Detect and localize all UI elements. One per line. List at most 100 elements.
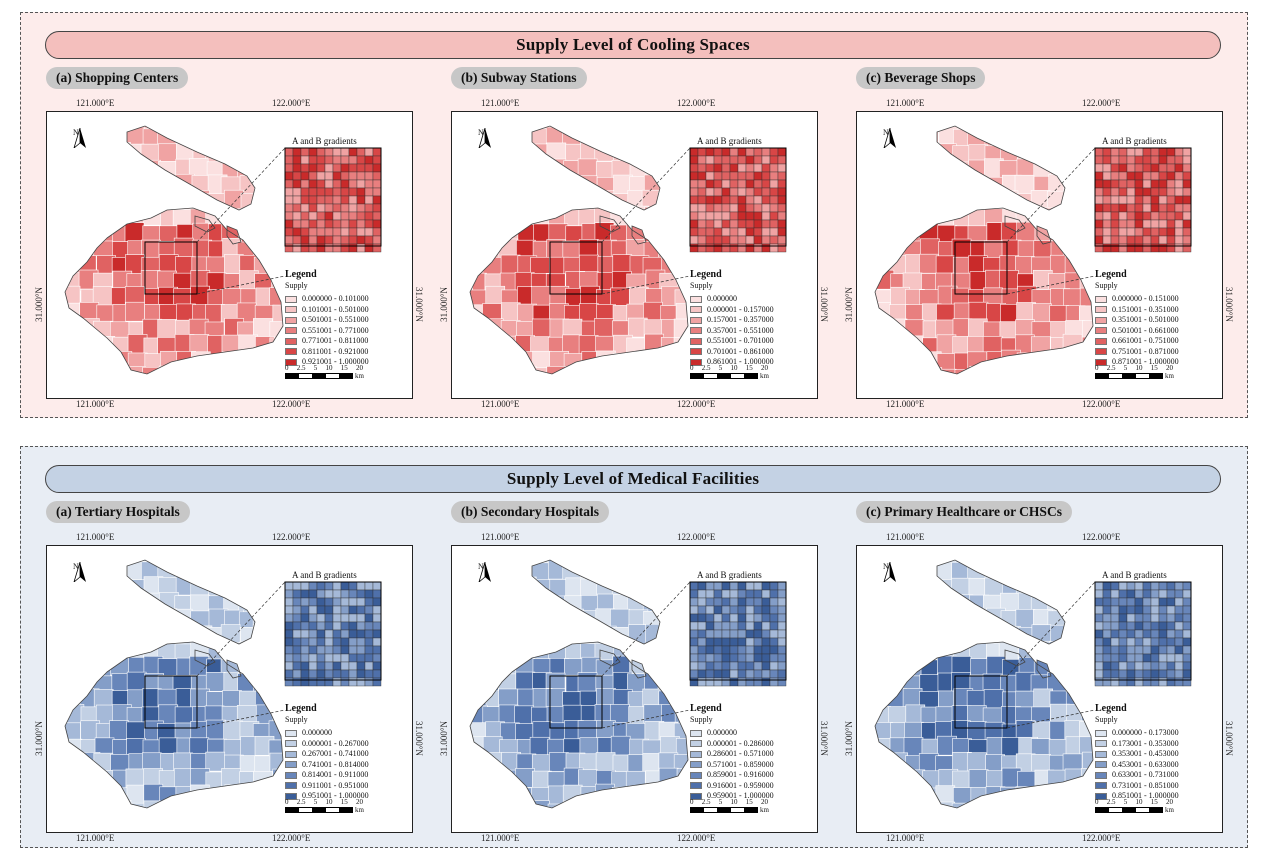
legend-swatch <box>1095 761 1107 769</box>
district-cell <box>532 624 553 645</box>
district-cell <box>968 177 988 197</box>
district-cell <box>470 657 486 677</box>
choropleth-map <box>47 559 382 809</box>
district-cell <box>221 577 241 598</box>
district-cell <box>514 593 535 613</box>
district-cell <box>875 319 879 339</box>
district-cell <box>65 643 67 663</box>
district-cell <box>888 657 909 677</box>
district-cell <box>253 560 273 580</box>
scale-bar: 0 2.5 5 10 15 20 km <box>1095 364 1174 380</box>
district-cell <box>95 627 116 648</box>
district-cell <box>1046 142 1067 163</box>
district-cell <box>111 799 132 808</box>
district-cell <box>875 160 891 180</box>
inset-map <box>689 581 787 687</box>
district-cell <box>888 608 909 629</box>
district-cell <box>626 352 647 373</box>
district-cell <box>530 159 551 180</box>
legend-class-label: 0.157001 - 0.357000 <box>707 315 774 325</box>
coastline <box>874 207 1094 375</box>
district-cell <box>470 786 472 806</box>
district-cell <box>1000 560 1020 568</box>
district-cell <box>983 689 1004 709</box>
latitude-tick-label: 31.000°N <box>439 721 449 756</box>
district-cell <box>498 161 519 182</box>
legend-title: Legend <box>1095 269 1127 280</box>
district-cell <box>221 351 242 372</box>
coastline <box>936 559 1066 645</box>
district-cell <box>470 176 487 196</box>
legend-class-label: 0.959001 - 1.000000 <box>707 791 774 801</box>
district-cell <box>498 594 518 614</box>
district-cell <box>94 786 115 806</box>
district-cell <box>641 129 662 149</box>
latitude-tick-label: 31.000°N <box>1224 721 1234 756</box>
district-cell <box>577 158 598 179</box>
district-cell <box>47 207 65 226</box>
district-cell <box>1030 336 1051 357</box>
district-cell <box>546 158 567 179</box>
district-cell <box>65 560 67 564</box>
district-cell <box>239 785 260 805</box>
district-cell <box>47 562 64 581</box>
district-cell <box>65 126 69 131</box>
district-cell <box>515 560 536 565</box>
district-cell <box>1014 126 1035 147</box>
scale-tick-label: 2.5 <box>1106 364 1116 372</box>
coastline <box>599 649 621 667</box>
district-cell <box>514 610 535 630</box>
district-cell <box>936 609 956 630</box>
district-cell <box>580 560 600 580</box>
district-cell <box>484 369 505 374</box>
legend-entry: 0.871001 - 1.000000 <box>1095 357 1179 368</box>
panel-label: (c) Beverage Shops <box>856 67 986 89</box>
scale-tick-label: 20 <box>761 364 768 372</box>
panel-label: (c) Primary Healthcare or CHSCs <box>856 501 1072 523</box>
connector-line <box>1006 581 1096 677</box>
district-cell <box>643 801 664 808</box>
district-cell <box>65 803 82 808</box>
latitude-tick-label: 31.000°N <box>819 721 829 756</box>
district-cell <box>1033 207 1054 227</box>
legend-swatch <box>690 337 702 345</box>
focus-box <box>144 241 198 295</box>
district-cell <box>594 560 614 567</box>
legend-class-label: 0.921001 - 1.000000 <box>302 357 369 367</box>
legend-entry: 0.351001 - 0.501000 <box>1095 315 1179 326</box>
district-cell <box>94 177 115 197</box>
cooling-section: Supply Level of Cooling Spaces (a) Shopp… <box>20 12 1248 418</box>
coastline <box>1004 215 1026 233</box>
district-cell <box>857 672 874 691</box>
district-cell <box>65 594 68 614</box>
district-cell <box>79 627 100 647</box>
district-cell <box>875 369 878 374</box>
district-cell <box>1033 369 1054 374</box>
district-cell <box>470 366 472 374</box>
longitude-tick-label: 122.000°E <box>272 833 311 843</box>
district-cell <box>500 641 520 661</box>
district-cell <box>659 208 679 229</box>
district-cell <box>1063 288 1083 309</box>
legend-entry: 0.861001 - 1.000000 <box>690 357 774 368</box>
district-cell <box>95 126 116 130</box>
legend-class-label: 0.771001 - 0.811000 <box>302 336 369 346</box>
district-cell <box>1016 560 1037 564</box>
legend-entry: 0.000001 - 0.157000 <box>690 305 774 316</box>
district-cell <box>500 611 521 631</box>
district-cell <box>627 145 647 166</box>
district-cell <box>272 126 283 130</box>
district-cell <box>470 737 472 758</box>
district-cell <box>47 626 65 645</box>
district-cell <box>612 786 632 807</box>
legend-class-label: 0.859001 - 0.916000 <box>707 770 774 780</box>
district-cell <box>189 334 210 354</box>
district-cell <box>595 562 616 583</box>
district-cell <box>857 737 874 756</box>
district-cell <box>1000 126 1021 146</box>
coastline <box>226 659 242 679</box>
district-cell <box>875 610 891 631</box>
section-title: Supply Level of Cooling Spaces <box>45 31 1221 59</box>
district-cell <box>65 754 82 774</box>
legend-entry: 0.353001 - 0.453000 <box>1095 749 1179 760</box>
